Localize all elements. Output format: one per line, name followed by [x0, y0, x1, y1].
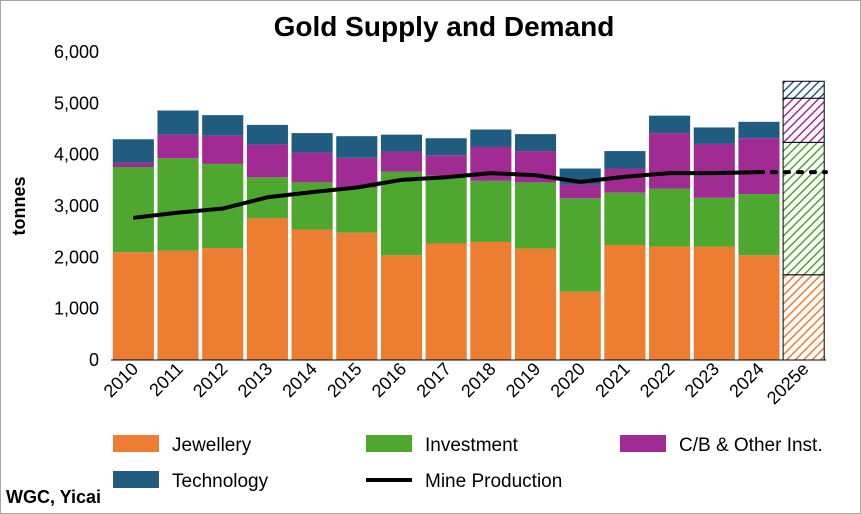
bar-investment-2018: [470, 180, 512, 242]
bar-investment-2025e: [782, 141, 825, 276]
x-tick-label: 2019: [502, 359, 544, 401]
y-tick-label: 5,000: [54, 93, 99, 113]
mine-production-line-group: [133, 170, 828, 220]
bar-investment-2020: [559, 198, 601, 292]
legend-label-jewellery: Jewellery: [172, 435, 252, 456]
bar-investment-2022: [649, 188, 691, 247]
bar-c-b-other-inst-2020: [559, 184, 601, 199]
bar-technology-2021: [604, 151, 646, 169]
bar-jewellery-2021: [604, 245, 646, 360]
y-tick-label: 1,000: [54, 299, 99, 319]
legend-label-technology: Technology: [172, 471, 269, 492]
y-tick-label: 4,000: [54, 145, 99, 165]
legend: Jewellery Investment C/B & Other Inst. Tech…: [113, 435, 823, 492]
bar-c-b-other-inst-2012: [202, 135, 244, 164]
bar-jewellery-2020: [559, 291, 601, 360]
bar-investment-2017: [425, 175, 467, 244]
x-tick-label: 2012: [189, 359, 231, 401]
x-tick-label: 2020: [547, 359, 589, 401]
bar-c-b-other-inst-2017: [425, 155, 467, 176]
x-tick-label: 2015: [323, 359, 365, 401]
y-tick-label: 6,000: [54, 42, 99, 62]
x-tick-label: 2016: [368, 359, 410, 401]
bar-c-b-other-inst-2022: [649, 133, 691, 189]
bar-c-b-other-inst-2021: [604, 168, 646, 193]
bar-jewellery-2022: [649, 246, 691, 360]
legend-swatch-technology: [113, 471, 159, 488]
bar-technology-2024: [738, 121, 780, 139]
x-tick-label: 2010: [100, 359, 142, 401]
bar-c-b-other-inst-2014: [291, 152, 333, 183]
bars-group: [112, 80, 825, 361]
bar-technology-2013: [246, 124, 288, 145]
bar-jewellery-2013: [246, 218, 288, 360]
bar-technology-2017: [425, 138, 467, 156]
bar-investment-2010: [112, 166, 154, 253]
bar-c-b-other-inst-2013: [246, 144, 288, 178]
legend-swatch-investment: [366, 435, 412, 452]
y-tick-label: 0: [89, 350, 99, 370]
bar-technology-2011: [157, 110, 199, 135]
bar-c-b-other-inst-2015: [336, 157, 378, 188]
legend-label-c-b-other-inst: C/B & Other Inst.: [679, 435, 823, 456]
bar-investment-2024: [738, 194, 780, 256]
bar-c-b-other-inst-2024: [738, 138, 780, 195]
x-tick-label: 2011: [145, 359, 187, 401]
source-note: WGC, Yicai: [6, 487, 101, 507]
bar-c-b-other-inst-2011: [157, 134, 199, 159]
bar-jewellery-2025e: [782, 274, 825, 361]
mine-production-line: [133, 170, 760, 220]
bar-technology-2018: [470, 129, 512, 147]
bar-jewellery-2019: [514, 248, 557, 360]
y-axis-label: tonnes: [9, 176, 29, 235]
y-tick-label: 2,000: [54, 247, 99, 267]
bar-technology-2019: [514, 134, 557, 152]
bar-jewellery-2015: [336, 232, 378, 360]
bar-technology-2014: [291, 133, 333, 153]
bar-c-b-other-inst-2016: [380, 151, 423, 172]
legend-swatch-c-b-other-inst: [620, 435, 666, 452]
bar-c-b-other-inst-2025e: [782, 97, 825, 143]
bar-investment-2021: [604, 192, 646, 246]
bar-technology-2016: [380, 134, 423, 152]
chart-title: Gold Supply and Demand: [274, 11, 615, 42]
x-tick-label: 2017: [413, 359, 455, 401]
bar-jewellery-2011: [157, 250, 199, 360]
legend-swatch-jewellery: [113, 435, 159, 452]
x-tick-label: 2023: [681, 359, 723, 401]
bar-jewellery-2024: [738, 255, 780, 360]
bar-investment-2016: [380, 171, 423, 256]
legend-label-investment: Investment: [425, 435, 519, 456]
x-tick-label: 2014: [278, 359, 320, 401]
bar-investment-2015: [336, 187, 378, 233]
bar-investment-2023: [693, 197, 735, 247]
x-tick-label: 2022: [636, 359, 678, 401]
bar-technology-2023: [693, 127, 735, 144]
legend-label-mine-production: Mine Production: [425, 471, 562, 492]
bar-technology-2025e: [782, 80, 825, 99]
bar-jewellery-2014: [291, 229, 333, 360]
bar-jewellery-2018: [470, 241, 512, 360]
x-tick-label: 2021: [591, 359, 633, 401]
x-tick-label: 2013: [234, 359, 276, 401]
x-axis-ticks: 2010 2011 2012 2013 2014 2015 2016 2017 2018 2019…: [100, 359, 813, 409]
bar-technology-2012: [202, 115, 244, 136]
bar-technology-2015: [336, 136, 378, 158]
x-tick-label: 2024: [725, 359, 767, 401]
y-axis-ticks: 0 1,000 2,000 3,000 4,000 5,000 6,000: [54, 42, 99, 370]
bar-c-b-other-inst-2010: [112, 162, 154, 167]
x-tick-label: 2018: [457, 359, 499, 401]
bar-jewellery-2012: [202, 248, 244, 360]
bar-investment-2011: [157, 158, 199, 251]
bar-technology-2022: [649, 115, 691, 134]
bar-jewellery-2017: [425, 243, 467, 360]
bar-jewellery-2023: [693, 246, 735, 360]
y-tick-label: 3,000: [54, 196, 99, 216]
bar-technology-2010: [112, 139, 154, 163]
bar-jewellery-2016: [380, 255, 423, 360]
bar-investment-2019: [514, 182, 557, 249]
x-tick-label: 2025e: [763, 359, 813, 409]
bar-jewellery-2010: [112, 252, 154, 360]
